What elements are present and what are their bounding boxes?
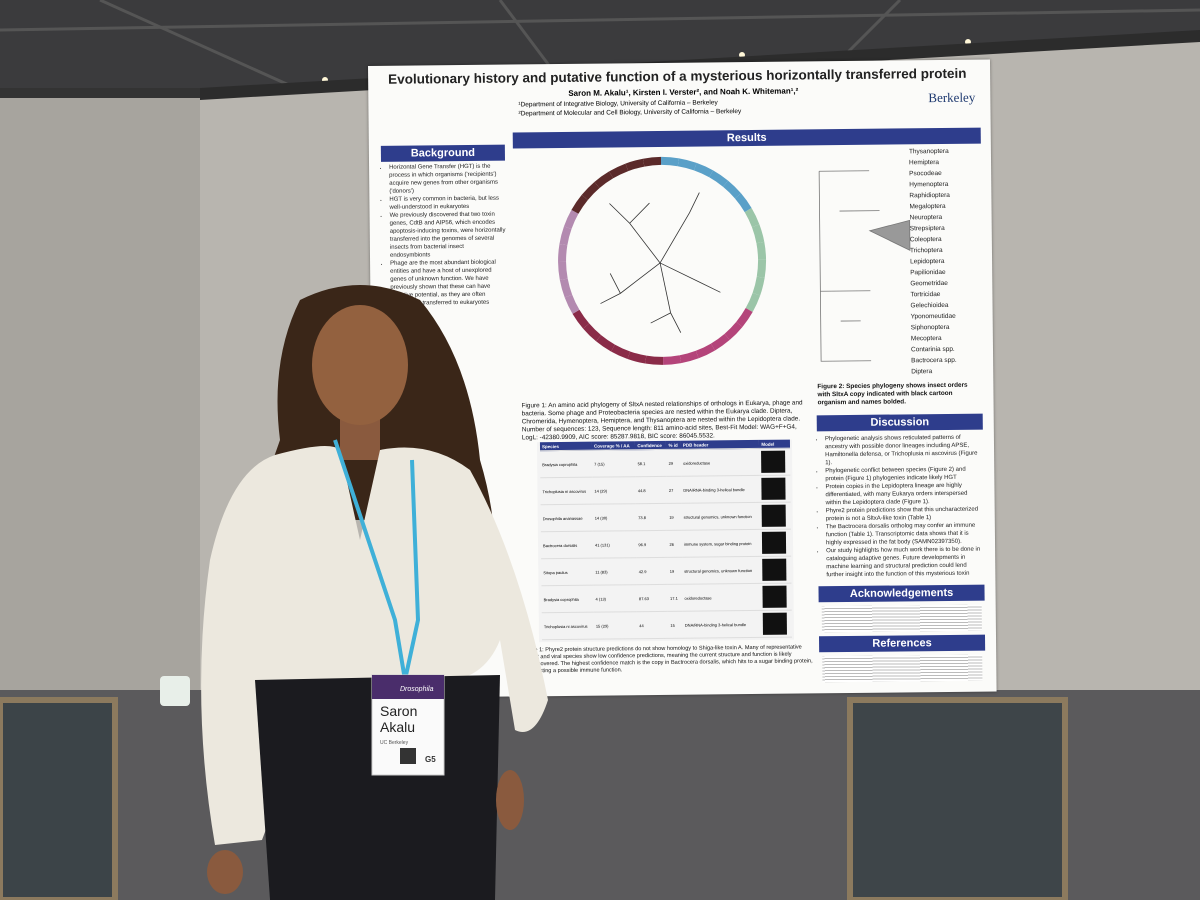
hand — [496, 770, 524, 830]
chair-left — [0, 697, 118, 900]
left-panel-frame — [0, 88, 205, 98]
ring-segment — [662, 355, 682, 365]
ring-segment — [559, 226, 572, 246]
ring-segment — [751, 224, 765, 244]
ring-segment — [558, 261, 568, 281]
ring-segment — [709, 170, 729, 187]
ring-segment — [559, 278, 573, 298]
ring-segment — [558, 243, 568, 263]
ring-segment — [745, 292, 761, 312]
table-bg — [536, 439, 795, 643]
left-panel — [0, 95, 205, 695]
ring-segment — [734, 193, 752, 213]
badge-first-name: Saron — [380, 703, 417, 719]
ring-segment — [563, 209, 579, 230]
ring-segment — [571, 194, 588, 214]
badge-affiliation: UC Berkeley — [380, 740, 409, 746]
poster: Evolutionary history and putative functi… — [368, 59, 997, 698]
ring-segment — [627, 351, 647, 364]
ring-segment — [609, 163, 629, 179]
badge-header — [372, 675, 444, 699]
ring-segment — [583, 323, 602, 342]
cup — [160, 676, 190, 706]
chair-right — [847, 697, 1068, 900]
ring-segment — [756, 241, 767, 260]
phylogeny-ring — [558, 156, 767, 365]
badge-conference: Drosophila — [400, 686, 434, 693]
ring-segment — [660, 156, 680, 167]
ring-segment — [752, 276, 765, 296]
badge-last-name: Akalu — [380, 719, 415, 735]
ring-segment — [679, 350, 699, 364]
ring-segment — [710, 333, 730, 351]
ceiling-trusses — [0, 0, 1200, 92]
ring-segment — [724, 321, 743, 340]
ring-segment — [756, 259, 767, 278]
ring-segment — [736, 307, 753, 327]
badge-qr — [400, 748, 416, 764]
ring-segment — [677, 158, 697, 171]
phylogeny-branches — [600, 192, 721, 333]
ring-segment — [693, 162, 714, 178]
ring-segment — [744, 207, 760, 228]
ring-segment — [572, 309, 590, 329]
badge-code: G5 — [425, 755, 436, 764]
ring-segment — [625, 158, 645, 172]
ring-segment — [564, 294, 580, 314]
ring-segment — [581, 181, 600, 201]
ring-segment — [645, 355, 664, 365]
ring-segment — [596, 335, 615, 352]
ring-segment — [642, 156, 662, 167]
figures — [536, 156, 911, 643]
hand — [207, 850, 243, 894]
ring-segment — [695, 343, 715, 359]
ring-segment — [611, 344, 631, 360]
species-tree — [818, 170, 911, 362]
face — [312, 305, 408, 425]
ring-segment — [594, 171, 614, 189]
ring-segment — [722, 180, 742, 199]
